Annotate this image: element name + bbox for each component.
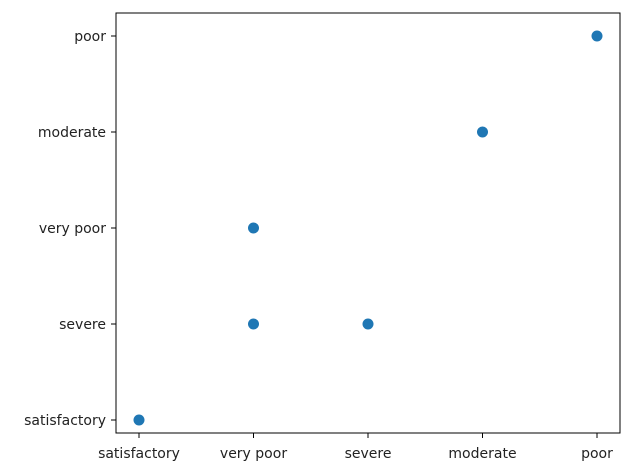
y-tick-label: severe: [59, 317, 106, 333]
scatter-point: [248, 222, 259, 234]
y-tick-label: poor: [74, 29, 106, 45]
y-tick-label: very poor: [39, 221, 106, 237]
scatter-point: [362, 318, 374, 330]
scatter-point: [477, 126, 488, 138]
x-tick-label: poor: [581, 446, 613, 462]
x-axis-ticks: satisfactory very poor severe moderate poor: [98, 433, 613, 462]
scatter-point: [133, 414, 145, 426]
plot-area: [115, 12, 621, 434]
y-axis-ticks: satisfactory severe very poor moderate poor: [24, 29, 116, 429]
x-tick-label: moderate: [448, 446, 516, 462]
scatter-point: [591, 30, 603, 42]
scatter-point: [248, 318, 259, 330]
x-tick-label: very poor: [220, 446, 287, 462]
x-tick-label: satisfactory: [98, 446, 180, 462]
data-points: [133, 30, 603, 426]
y-tick-label: satisfactory: [24, 413, 106, 429]
x-tick-label: severe: [345, 446, 392, 462]
y-tick-label: moderate: [38, 125, 106, 141]
